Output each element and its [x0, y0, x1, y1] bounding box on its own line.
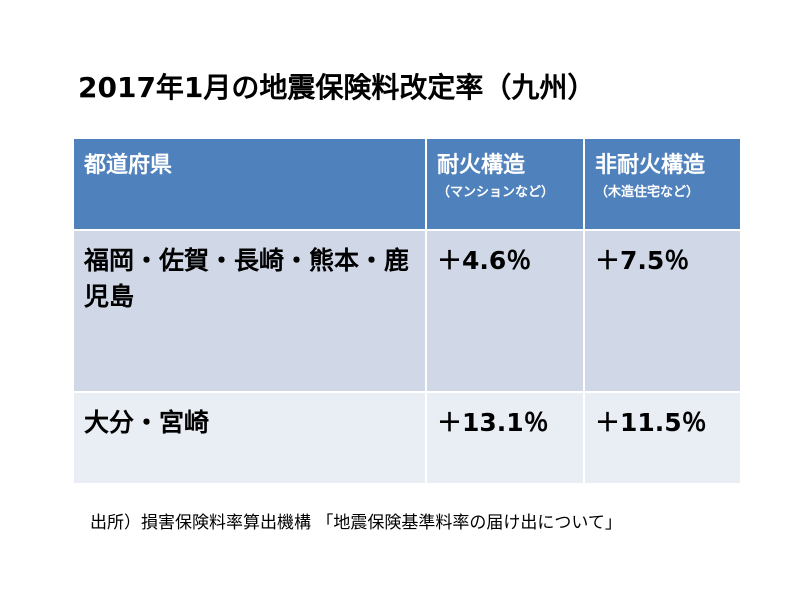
- header-cell: 非耐火構造 （木造住宅など）: [583, 137, 742, 231]
- table-body: 福岡・佐賀・長崎・熊本・鹿児島 ＋4.6％ ＋7.5％ 大分・宮崎 ＋13.1％ ＋11.…: [72, 229, 742, 485]
- rate-cell: ＋4.6％: [425, 229, 585, 393]
- header-text: 非耐火構造: [595, 153, 706, 178]
- header-subtext: （木造住宅など）: [595, 185, 700, 200]
- prefecture-cell: 福岡・佐賀・長崎・熊本・鹿児島: [72, 229, 427, 393]
- table-row: 大分・宮崎 ＋13.1％ ＋11.5％: [72, 391, 742, 485]
- header-row: 都道府県 耐火構造 （マンションなど） 非耐火構造 （木造住宅など）: [72, 137, 742, 231]
- rate-cell: ＋7.5％: [583, 229, 742, 393]
- header-text: 都道府県: [84, 153, 173, 178]
- header-text: 耐火構造: [437, 153, 526, 178]
- table-row: 福岡・佐賀・長崎・熊本・鹿児島 ＋4.6％ ＋7.5％: [72, 229, 742, 393]
- prefecture-cell: 大分・宮崎: [72, 391, 427, 485]
- rate-cell: ＋11.5％: [583, 391, 742, 485]
- rate-cell: ＋13.1％: [425, 391, 585, 485]
- header-subtext: （マンションなど）: [437, 185, 555, 200]
- rate-table: 都道府県 耐火構造 （マンションなど） 非耐火構造 （木造住宅など） 福岡・佐賀・長崎・…: [72, 137, 742, 485]
- title: 2017年1月の地震保険料改定率（九州）: [78, 71, 596, 104]
- header-cell: 都道府県: [72, 137, 427, 231]
- source-note: 出所）損害保険料率算出機構 「地震保険基準料率の届け出について」: [90, 513, 622, 533]
- header-cell: 耐火構造 （マンションなど）: [425, 137, 585, 231]
